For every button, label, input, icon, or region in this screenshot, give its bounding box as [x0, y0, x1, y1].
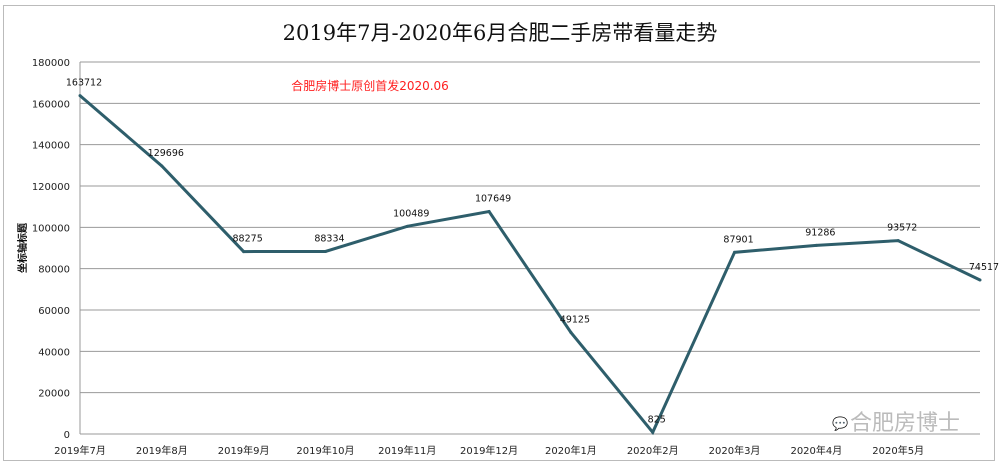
data-point	[323, 249, 327, 253]
data-label: 107649	[475, 194, 511, 205]
y-tick-label: 100000	[32, 223, 70, 234]
chart-title: 2019年7月-2020年6月合肥二手房带看量走势	[283, 21, 718, 45]
data-label: 88334	[314, 233, 344, 244]
watermark: 💬 合肥房博士	[832, 411, 960, 436]
y-tick-label: 0	[64, 430, 70, 441]
x-tick-label: 2020年2月	[627, 444, 679, 457]
wechat-icon: 💬	[832, 416, 848, 432]
x-tick-label: 2019年12月	[460, 444, 518, 457]
x-tick-label: 2019年8月	[136, 444, 188, 457]
series-line	[79, 94, 981, 436]
data-point	[978, 278, 982, 282]
x-tick-label: 2020年5月	[872, 444, 924, 457]
data-point	[242, 250, 246, 254]
y-tick-label: 120000	[32, 182, 70, 193]
watermark-text: 合肥房博士	[850, 411, 960, 436]
y-tick-label: 60000	[38, 306, 70, 317]
x-tick-label: 2020年3月	[709, 444, 761, 457]
data-point	[569, 330, 573, 334]
y-tick-label: 40000	[38, 347, 70, 358]
y-tick-label: 80000	[38, 265, 70, 276]
data-point	[405, 224, 409, 228]
data-point	[733, 250, 737, 254]
data-label: 87901	[723, 234, 753, 245]
data-label: 129696	[148, 148, 184, 159]
y-tick-label: 160000	[32, 99, 70, 110]
x-tick-label: 2019年9月	[218, 444, 270, 457]
data-label: 49125	[560, 314, 590, 325]
data-point	[651, 430, 655, 434]
data-point	[487, 210, 491, 214]
data-label: 91286	[805, 227, 835, 238]
chart-frame	[3, 5, 995, 461]
x-tick-label: 2020年4月	[790, 444, 842, 457]
data-label: 163712	[66, 78, 102, 89]
data-point	[814, 243, 818, 247]
data-label: 74517	[969, 262, 999, 273]
data-point	[160, 164, 164, 168]
x-tick-label: 2019年7月	[54, 444, 106, 457]
data-label: 88275	[233, 234, 263, 245]
x-tick-label: 2019年10月	[296, 444, 354, 457]
data-point	[896, 239, 900, 243]
y-tick-label: 180000	[32, 58, 70, 69]
x-tick-label: 2019年11月	[378, 444, 436, 457]
y-tick-label: 20000	[38, 389, 70, 400]
data-label: 93572	[887, 223, 917, 234]
y-tick-label: 140000	[32, 141, 70, 152]
x-tick-label: 2020年1月	[545, 444, 597, 457]
annotation: 合肥房博士原创首发2020.06	[291, 78, 449, 93]
data-point	[78, 94, 82, 98]
data-label: 825	[648, 414, 666, 425]
y-axis-title: 坐标轴标题	[16, 222, 29, 273]
data-label: 100489	[393, 208, 429, 219]
